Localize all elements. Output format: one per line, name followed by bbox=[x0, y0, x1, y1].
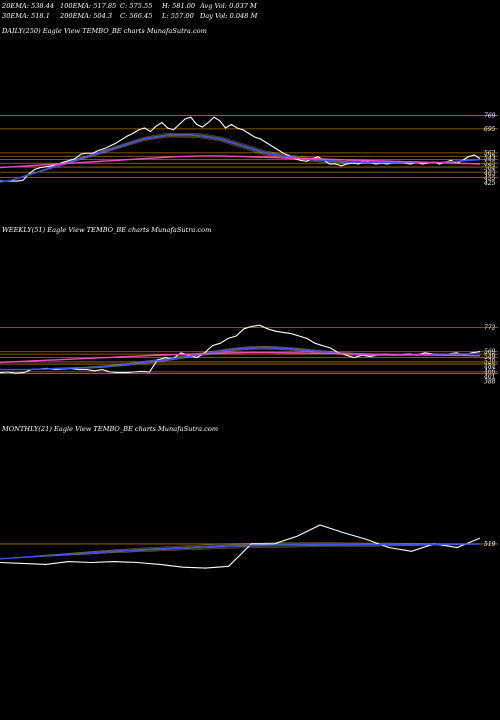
stat-close-2: C: 566.45 bbox=[120, 12, 153, 20]
monthly-price-line bbox=[0, 524, 481, 569]
monthly-level-label-519: 519 bbox=[484, 541, 496, 548]
daily-level-label-543: 543 bbox=[484, 155, 496, 162]
daily-level-label-425: 425 bbox=[483, 180, 496, 187]
weekly-ema_long-line bbox=[0, 351, 481, 364]
monthly-ema-ribbon-5 bbox=[0, 542, 481, 560]
weekly-level-label-388: 388 bbox=[484, 379, 496, 386]
stat-high: H: 581.00 bbox=[162, 2, 196, 10]
weekly-level-label-484: 484 bbox=[483, 364, 496, 371]
daily-chart-title: DAILY(250) Eagle View TEMBO_BE charts Mu… bbox=[2, 27, 207, 35]
daily-level-label-695: 695 bbox=[484, 126, 496, 133]
daily-level-label-562: 562 bbox=[484, 150, 496, 157]
monthly-chart-title: MONTHLY(21) Eagle View TEMBO_BE charts M… bbox=[2, 425, 219, 433]
weekly-level-label-772: 772 bbox=[484, 324, 496, 331]
weekly-level-label-569: 569 bbox=[484, 349, 496, 356]
daily-ema_long-line bbox=[0, 155, 481, 169]
stat-100ema: 100EMA: 517.85 bbox=[60, 2, 117, 10]
stat-close: C: 575.55 bbox=[120, 2, 153, 10]
daily-level-label-504: 504 bbox=[484, 165, 496, 172]
daily-level-label-455: 455 bbox=[483, 175, 496, 182]
stat-day-vol: Day Vol: 0.048 M bbox=[200, 12, 258, 20]
stat-30ema: 30EMA: 518.1 bbox=[2, 12, 50, 20]
monthly-ema_short-line bbox=[0, 543, 481, 560]
monthly-ema-ribbon-1 bbox=[0, 544, 481, 560]
daily-ema-ribbon-1 bbox=[0, 136, 481, 183]
daily-ema-ribbon-5 bbox=[0, 132, 481, 183]
daily-price-line bbox=[0, 116, 481, 182]
stat-avg-vol: Avg Vol: 0.037 M bbox=[200, 2, 257, 10]
daily-ema-ribbon-3 bbox=[0, 134, 481, 183]
stats-header: 20EMA: 538.44 100EMA: 517.85 C: 575.55 H… bbox=[2, 1, 257, 111]
daily-ema-ribbon-4 bbox=[0, 133, 481, 183]
daily-level-label-483: 483 bbox=[483, 170, 496, 177]
stat-200ema: 200EMA: 504.3 bbox=[60, 12, 113, 20]
stat-low: L: 557.00 bbox=[162, 12, 194, 20]
stat-20ema: 20EMA: 538.44 bbox=[2, 2, 55, 10]
weekly-level-label-401: 401 bbox=[483, 374, 495, 381]
daily-ema_short-line bbox=[0, 134, 481, 183]
weekly-chart-title: WEEKLY(51) Eagle View TEMBO_BE charts Mu… bbox=[2, 226, 212, 234]
daily-level-label-769: 769 bbox=[484, 113, 496, 120]
